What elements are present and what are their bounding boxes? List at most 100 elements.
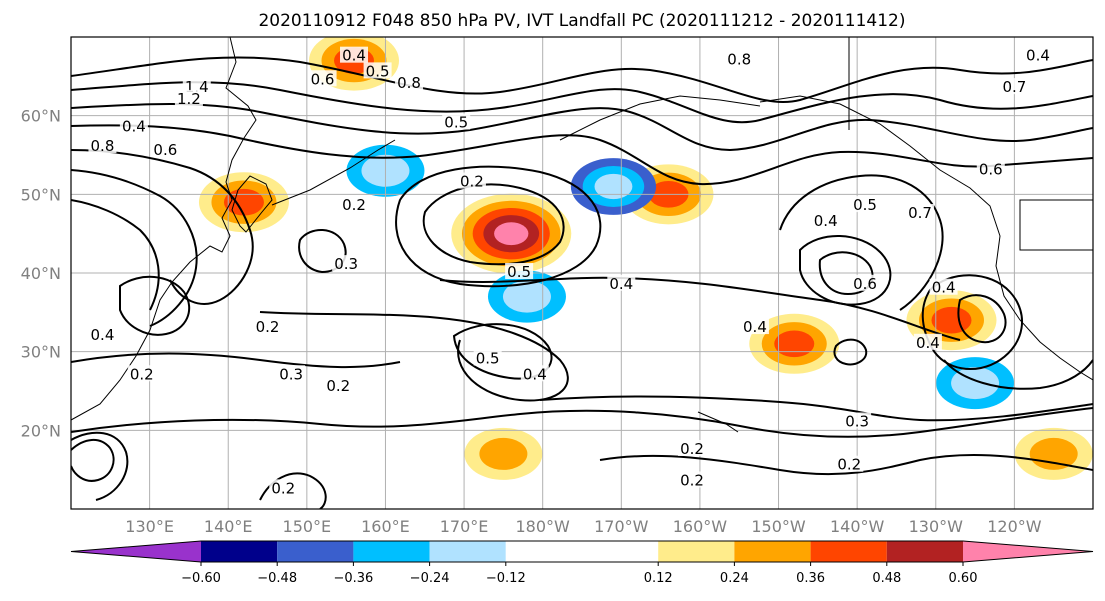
pv-contour-layer: [71, 56, 1093, 509]
contour-label: 0.4: [122, 117, 146, 135]
contour-label-background: [277, 365, 306, 382]
latitude-tick-label: 50°N: [21, 185, 61, 204]
contour-label: 0.4: [1026, 47, 1050, 65]
contour-label-background: [340, 46, 369, 63]
latitude-tick-label: 20°N: [21, 421, 61, 440]
longitude-tick-label: 140°E: [204, 517, 253, 536]
colorbar-tick-label: −0.12: [486, 571, 526, 586]
colorbar-segment: [201, 541, 278, 562]
kurils-aleutians: [271, 95, 761, 206]
colorbar-tick-label: −0.60: [181, 571, 221, 586]
contour-label-background: [811, 211, 840, 228]
contour-label: 0.4: [932, 279, 956, 297]
colorbar-tick-label: 0.48: [872, 571, 901, 586]
longitude-ticks: 130°E 140°E 150°E 160°E 170°E 180°W 170°W 160°W…: [125, 517, 1041, 536]
colorbar-segment: [658, 541, 735, 562]
contour-label: 0.4: [609, 275, 633, 293]
latitude-tick-label: 30°N: [21, 343, 61, 362]
contour-label: 0.5: [507, 263, 531, 281]
pv-anomaly-0-level-4: [494, 222, 529, 246]
contour-label: 0.6: [853, 275, 877, 293]
colorbar-tick-label: 0.12: [644, 571, 673, 586]
contour-label: 0.3: [334, 255, 358, 273]
graticule: [71, 37, 1093, 509]
contour-label-background: [851, 196, 880, 213]
chart-title: 2020110912 F048 850 hPa PV, IVT Landfall…: [258, 11, 905, 31]
contour-label: 0.5: [476, 350, 500, 368]
latitude-ticks: 20°N 30°N 40°N 50°N 60°N: [21, 107, 61, 441]
contour-label: 0.2: [680, 471, 704, 489]
contour-label-background: [395, 74, 424, 91]
contour-label: 0.2: [342, 196, 366, 214]
contour-label: 0.4: [523, 365, 547, 383]
contour-label: 0.2: [256, 318, 280, 336]
contour-label: 0.6: [311, 70, 335, 88]
contour-label: 0.4: [342, 47, 366, 65]
contour-label-background: [88, 325, 117, 342]
contour-label: 0.2: [326, 377, 350, 395]
contour-label-background: [678, 471, 707, 488]
contour-label: 0.2: [837, 456, 861, 474]
pv-anomaly-4-level-2: [594, 173, 633, 200]
contour-label: 0.8: [727, 51, 751, 69]
contour-label-background: [1023, 46, 1052, 63]
japan-coastline: [231, 175, 273, 233]
contour-label: 1.2: [177, 90, 201, 108]
colorbar-tick-label: −0.36: [333, 571, 373, 586]
pv-anomaly-1-level-2: [774, 330, 815, 358]
colorbar-segment: [277, 541, 354, 562]
colorbar-segment: [429, 541, 506, 562]
pv-anomaly-10-level-1: [479, 437, 528, 470]
colorbar: [70, 540, 1094, 563]
contour-label-background: [906, 204, 935, 220]
contour-label: 0.8: [397, 74, 421, 92]
colorbar-tick-label: −0.24: [410, 571, 450, 586]
contour-label: 0.4: [916, 334, 940, 352]
longitude-tick-label: 120°W: [987, 517, 1042, 536]
longitude-tick-label: 140°W: [830, 517, 885, 536]
colorbar-segment: [353, 541, 430, 562]
pv-anomaly-8-level-2: [931, 306, 972, 334]
longitude-tick-label: 160°W: [673, 517, 728, 536]
contour-labels: 0.40.50.6 0.81.41.20.40.8 0.60.50.20.20.8 0…: [88, 46, 1052, 497]
contour-label-background: [851, 274, 880, 291]
map-frame: [70, 36, 1094, 510]
contour-label-background: [843, 412, 872, 429]
contour-label-background: [88, 137, 117, 154]
contour-label: 0.2: [271, 479, 295, 497]
contour-label-background: [725, 50, 754, 67]
contour-label: 0.2: [130, 365, 154, 383]
contour-label-background: [253, 318, 282, 335]
colorbar-segment: [810, 541, 887, 562]
contour-label-background: [308, 70, 337, 87]
contour-label: 0.5: [853, 196, 877, 214]
pv-shading-layer: [198, 37, 1093, 480]
contour-label: 0.6: [979, 161, 1003, 179]
contour-label-background: [457, 172, 486, 189]
contour-label: 0.7: [1002, 78, 1026, 96]
contour-label-background: [520, 365, 549, 382]
colorbar-segment: [734, 541, 811, 562]
longitude-tick-label: 150°E: [283, 517, 332, 536]
contour-label: 0.2: [460, 173, 484, 191]
contour-label-background: [324, 377, 353, 394]
contour-label-background: [127, 365, 156, 382]
contour-label: 0.7: [908, 204, 932, 222]
contour-label-background: [119, 117, 148, 134]
contour-label: 0.5: [444, 114, 468, 132]
colorbar-extend-low: [71, 541, 201, 562]
colorbar-tick-labels: −0.60 −0.48 −0.36 −0.24 −0.12 0.12 0.24 0.36 0.4…: [181, 562, 977, 586]
hawaii-islands: [697, 411, 739, 433]
colorbar-extend-high: [963, 541, 1093, 562]
contour-label-background: [174, 89, 203, 106]
contour-label-background: [913, 333, 942, 350]
contour-label-background: [678, 440, 707, 456]
latitude-tick-label: 60°N: [21, 107, 61, 126]
contour-label-background: [929, 278, 958, 295]
contour-label: 0.5: [366, 62, 390, 80]
longitude-tick-label: 170°W: [594, 517, 649, 536]
contour-label-background: [1000, 78, 1029, 95]
contour-label-background: [835, 455, 864, 472]
contour-label: 0.6: [153, 141, 177, 159]
